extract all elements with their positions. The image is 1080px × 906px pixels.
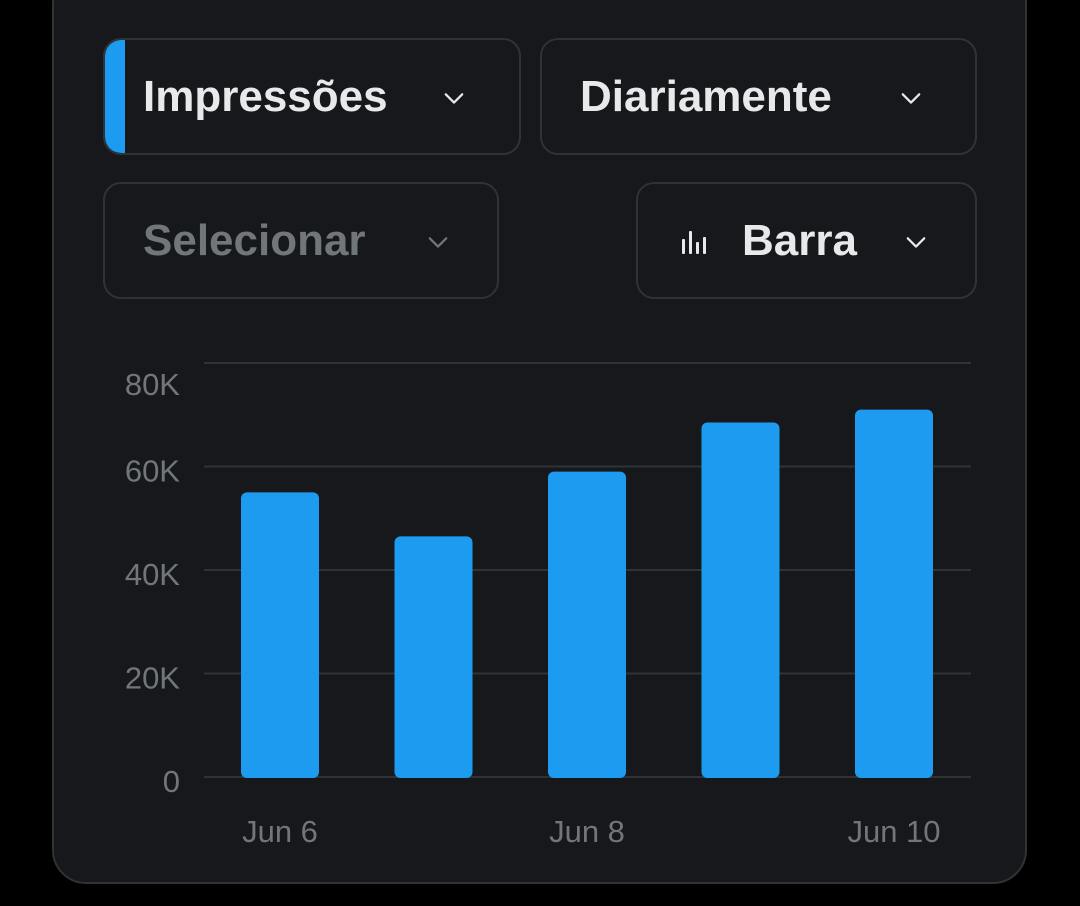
compare-dropdown[interactable]: Selecionar: [103, 182, 499, 299]
y-tick-label: 60K: [125, 454, 180, 489]
bar-jun-6: [241, 492, 319, 778]
chevron-down-icon: [428, 237, 448, 248]
chart-type-dropdown[interactable]: Barra: [636, 182, 977, 299]
y-tick-label: 20K: [125, 661, 180, 696]
bar-jun-8: [548, 471, 626, 778]
y-tick-label: 0: [163, 764, 180, 799]
bar-chart-icon: [682, 231, 706, 254]
interval-dropdown-label: Diariamente: [580, 72, 832, 121]
chevron-down-icon: [906, 237, 926, 248]
compare-dropdown-placeholder: Selecionar: [143, 216, 366, 265]
x-axis: Jun 6 Jun 8 Jun 10: [242, 814, 940, 849]
x-tick-label: Jun 8: [549, 814, 625, 849]
chevron-down-icon: [444, 93, 464, 104]
bars: [241, 409, 933, 778]
bar-jun-7: [394, 536, 473, 778]
y-tick-label: 80K: [125, 367, 180, 402]
x-tick-label: Jun 6: [242, 814, 318, 849]
chart-type-dropdown-label: Barra: [742, 216, 857, 265]
y-axis: 0 20K 40K 60K 80K: [125, 367, 180, 799]
metric-dropdown-label: Impressões: [143, 72, 388, 121]
chevron-down-icon: [901, 93, 921, 104]
metric-color-indicator: [105, 40, 125, 153]
bar-jun-9: [701, 422, 780, 778]
interval-dropdown[interactable]: Diariamente: [540, 38, 977, 155]
x-tick-label: Jun 10: [847, 814, 940, 849]
metric-dropdown[interactable]: Impressões: [103, 38, 521, 155]
bar-jun-10: [855, 409, 933, 778]
y-tick-label: 40K: [125, 557, 180, 592]
